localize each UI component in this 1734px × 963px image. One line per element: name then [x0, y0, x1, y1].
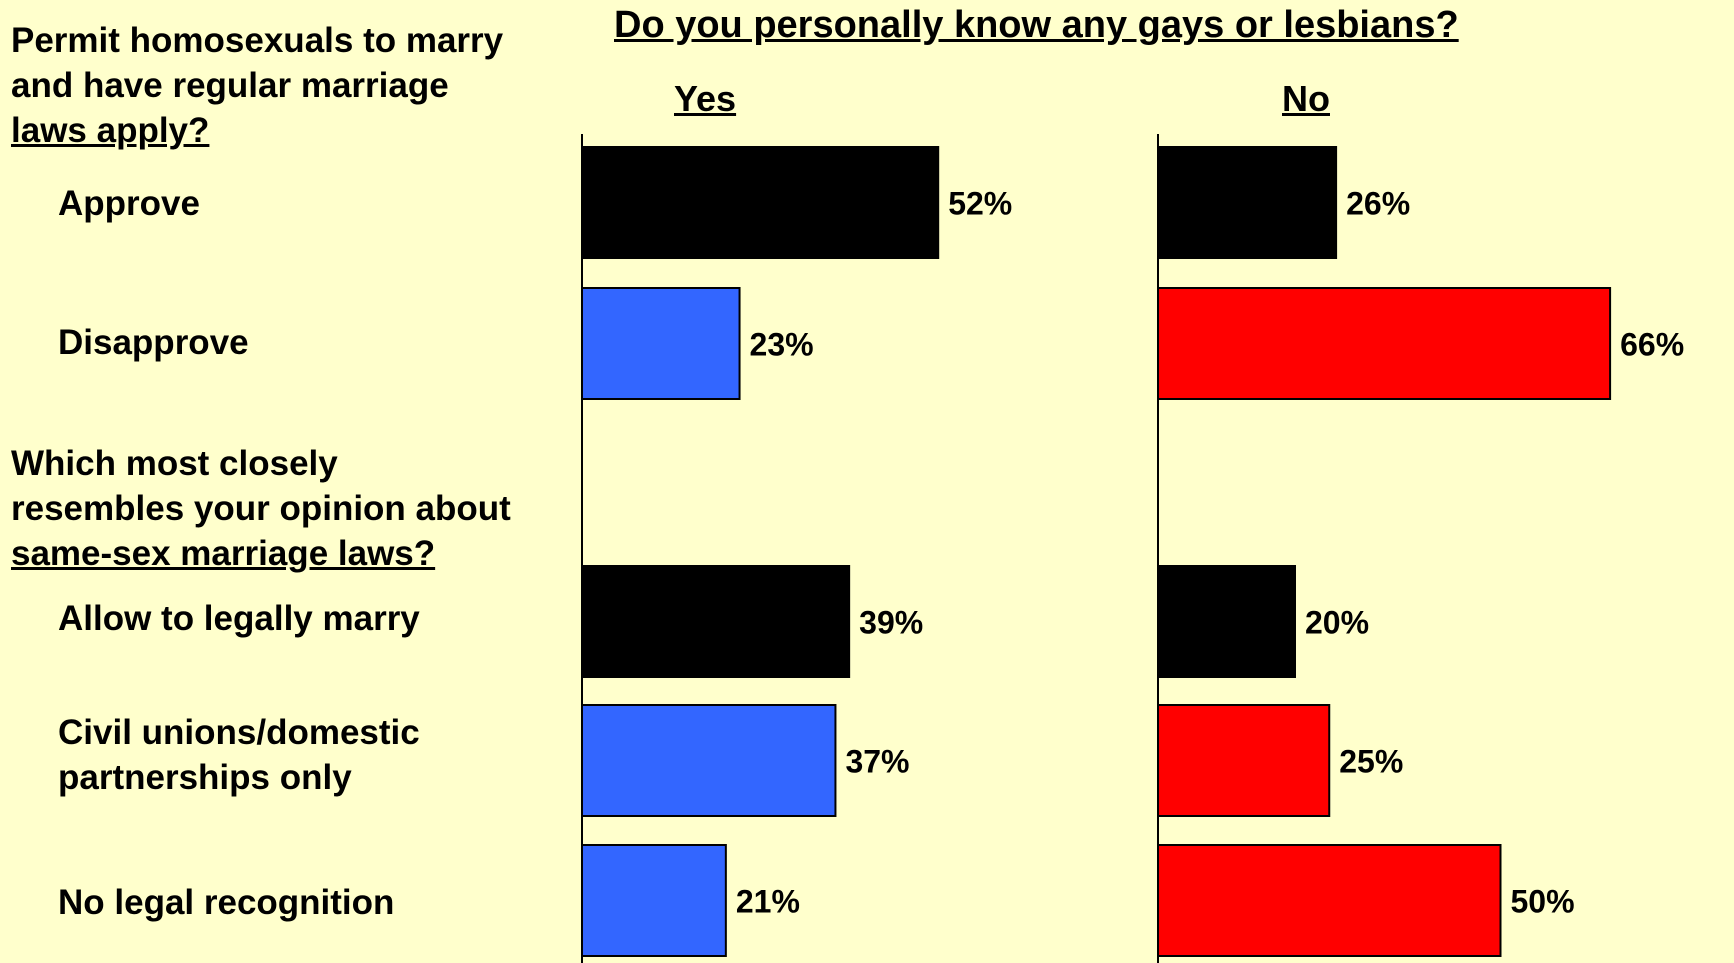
question-2-line-3: same-sex marriage laws? — [11, 534, 436, 573]
category-label-allow-marry-line-1: Allow to legally marry — [58, 599, 420, 638]
bar-q2-cat3-no — [1157, 844, 1502, 957]
chart-title: Do you personally know any gays or lesbi… — [614, 4, 1459, 46]
bar-q2-cat2-yes — [581, 704, 837, 817]
bar-q1-cat2-yes — [581, 287, 741, 400]
bar-q2-cat1-yes — [581, 565, 851, 678]
data-label-q2-cat1-yes: 39% — [859, 605, 923, 641]
bar-q2-cat3-yes — [581, 844, 727, 957]
question-1-line-1: Permit homosexuals to marry — [11, 21, 504, 60]
category-label-allow-marry: Allow to legally marry — [58, 596, 420, 641]
question-1-line-2: and have regular marriage — [11, 66, 449, 105]
data-label-q1-cat1-yes: 52% — [948, 186, 1012, 222]
bar-q2-cat1-no — [1157, 565, 1296, 678]
category-label-civil-unions-line-2: partnerships only — [58, 758, 352, 797]
data-label-q1-cat2-no: 66% — [1620, 327, 1684, 363]
bar-q2-cat2-no — [1157, 704, 1331, 817]
question-2-text: Which most closely resembles your opinio… — [11, 441, 511, 576]
category-label-no-recognition-line-1: No legal recognition — [58, 883, 395, 922]
bar-q1-cat1-no — [1157, 146, 1338, 259]
category-label-civil-unions-line-1: Civil unions/domestic — [58, 713, 420, 752]
bar-q1-cat2-no — [1157, 287, 1612, 400]
panel-header-yes: Yes — [674, 78, 737, 119]
data-label-q2-cat3-no: 50% — [1511, 884, 1575, 920]
category-label-disapprove: Disapprove — [58, 320, 249, 365]
data-label-q2-cat1-no: 20% — [1305, 605, 1369, 641]
question-1-line-3: laws apply? — [11, 111, 210, 150]
question-2-line-2: resembles your opinion about — [11, 489, 511, 528]
question-1-text: Permit homosexuals to marry and have reg… — [11, 18, 503, 153]
category-label-civil-unions: Civil unions/domestic partnerships only — [58, 710, 420, 800]
data-label-q1-cat2-yes: 23% — [750, 327, 814, 363]
category-label-disapprove-line-1: Disapprove — [58, 323, 249, 362]
bar-q1-cat1-yes — [581, 146, 940, 259]
panel-header-no: No — [1282, 78, 1330, 119]
category-label-approve: Approve — [58, 181, 200, 226]
question-2-line-1: Which most closely — [11, 444, 338, 483]
data-label-q2-cat3-yes: 21% — [736, 884, 800, 920]
data-label-q2-cat2-yes: 37% — [845, 744, 909, 780]
data-label-q2-cat2-no: 25% — [1339, 744, 1403, 780]
category-label-approve-line-1: Approve — [58, 184, 200, 223]
data-label-q1-cat1-no: 26% — [1346, 186, 1410, 222]
category-label-no-recognition: No legal recognition — [58, 880, 394, 925]
